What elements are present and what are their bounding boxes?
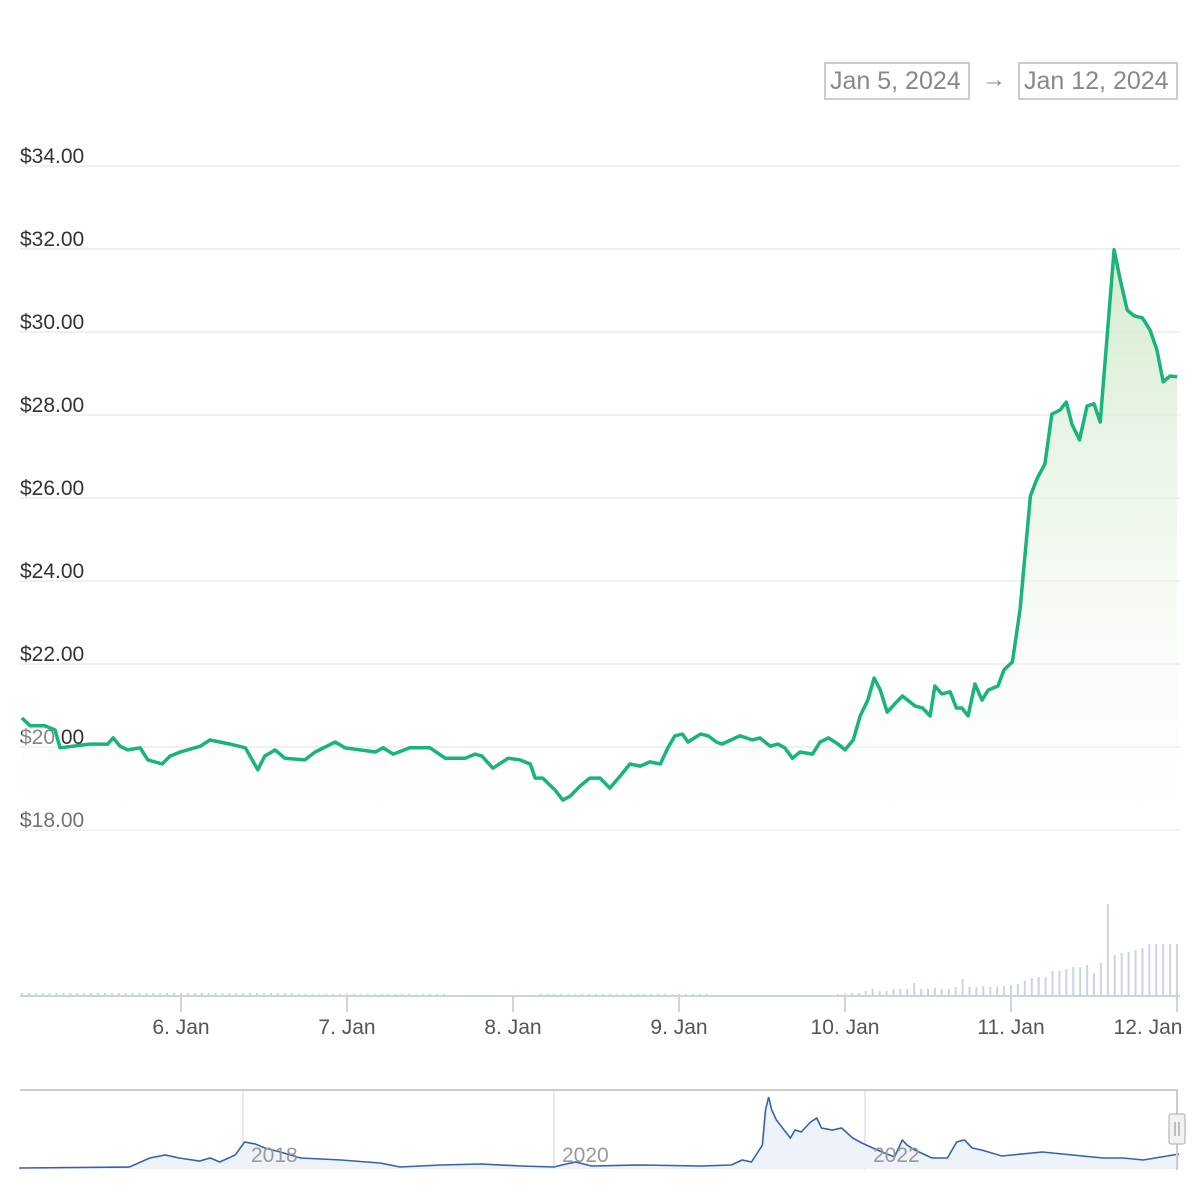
x-tick-label: 9. Jan [650,1016,707,1039]
range-from-input[interactable]: Jan 5, 2024 [824,62,970,100]
navigator-tick-label: 2022 [873,1144,920,1167]
navigator-area [19,1097,1180,1169]
y-tick-label: $30.00 [20,311,84,334]
range-arrow: → [982,66,1006,93]
x-axis: 6. Jan 7. Jan 8. Jan 9. Jan 10. Jan 11. Jan 12… [152,996,1182,1039]
y-tick-label: $34.00 [20,145,84,168]
y-tick-label: $28.00 [20,394,84,417]
y-tick-label: $32.00 [20,228,84,251]
y-tick-label: $26.00 [20,477,84,500]
x-tick-label: 6. Jan [152,1016,209,1039]
price-line[interactable] [20,248,1178,802]
y-tick-label: $24.00 [20,560,84,583]
x-tick-label: 11. Jan [977,1016,1044,1039]
x-tick-label: 10. Jan [811,1016,880,1039]
navigator-handle[interactable] [1168,1113,1186,1145]
navigator-tick-label: 2018 [251,1144,298,1167]
y-tick-label: $22.00 [20,643,84,666]
x-tick-label: 8. Jan [484,1016,541,1039]
x-tick-label: 12. Jan [1114,1016,1183,1039]
navigator-tick-label: 2020 [562,1144,609,1167]
navigator[interactable]: 2018 2020 2022 [19,1089,1186,1170]
price-area [21,249,1177,831]
navigator-line [19,1096,1180,1169]
volume-bars [20,904,1178,996]
x-tick-label: 7. Jan [318,1016,375,1039]
range-to-input[interactable]: Jan 12, 2024 [1018,62,1178,100]
